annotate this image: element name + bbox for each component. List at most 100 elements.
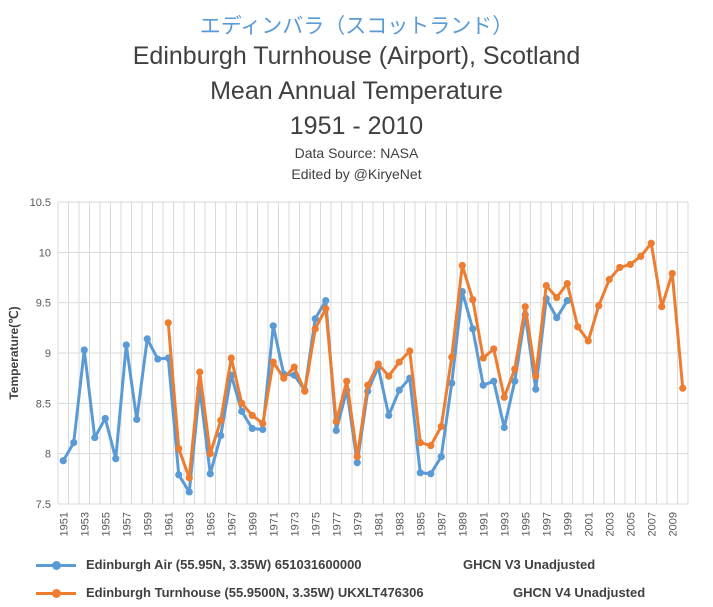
data-point bbox=[448, 379, 456, 387]
data-point bbox=[301, 387, 309, 395]
data-point bbox=[91, 433, 99, 442]
data-point bbox=[259, 419, 267, 428]
data-point bbox=[500, 423, 508, 432]
data-point bbox=[658, 303, 666, 311]
data-point bbox=[311, 325, 319, 333]
data-point bbox=[196, 368, 204, 376]
x-tick-label: 1997 bbox=[541, 512, 553, 536]
data-point bbox=[626, 260, 634, 269]
x-tick-label: 2005 bbox=[625, 512, 637, 536]
data-point bbox=[290, 363, 298, 371]
data-point bbox=[385, 411, 393, 420]
data-point bbox=[595, 302, 603, 310]
legend-marker-v3 bbox=[52, 561, 61, 570]
data-point bbox=[395, 386, 403, 394]
x-tick-label: 1953 bbox=[79, 512, 91, 536]
data-point bbox=[364, 381, 372, 389]
data-point bbox=[322, 297, 330, 305]
data-point bbox=[563, 297, 571, 305]
data-point bbox=[553, 314, 561, 322]
data-point bbox=[164, 319, 172, 327]
x-tick-label: 1965 bbox=[205, 512, 217, 536]
data-point bbox=[238, 399, 246, 407]
x-tick-label: 2001 bbox=[583, 512, 595, 536]
data-point bbox=[584, 337, 592, 345]
chart-series bbox=[59, 239, 687, 496]
x-tick-label: 1975 bbox=[310, 512, 322, 536]
y-tick-label: 8.5 bbox=[36, 398, 51, 410]
x-tick-label: 1967 bbox=[226, 512, 238, 536]
data-point bbox=[532, 385, 540, 393]
x-tick-label: 1955 bbox=[100, 512, 112, 536]
data-point bbox=[185, 474, 193, 482]
data-source-note: Data Source: NASA bbox=[294, 145, 419, 161]
data-point bbox=[269, 322, 277, 330]
legend-marker-v4 bbox=[52, 589, 61, 598]
x-tick-label: 1979 bbox=[352, 512, 364, 536]
x-tick-label: 1977 bbox=[331, 512, 343, 536]
japanese-title: エディンバラ（スコットランド） bbox=[199, 15, 514, 38]
chart-title: Edinburgh Turnhouse (Airport), Scotland bbox=[132, 42, 581, 70]
legend-label-v4: Edinburgh Turnhouse (55.9500N, 3.35W) UK… bbox=[86, 585, 424, 600]
data-point bbox=[101, 414, 109, 423]
data-point bbox=[469, 325, 477, 333]
x-tick-label: 1993 bbox=[499, 512, 511, 536]
series-v3 bbox=[59, 287, 571, 496]
data-point bbox=[511, 365, 519, 373]
data-point bbox=[248, 411, 256, 420]
data-point bbox=[427, 470, 435, 478]
data-point bbox=[175, 471, 183, 479]
y-tick-label: 10.5 bbox=[30, 197, 51, 209]
data-point bbox=[469, 296, 477, 304]
x-tick-label: 1963 bbox=[184, 512, 196, 536]
x-tick-label: 1999 bbox=[562, 512, 574, 536]
data-point bbox=[616, 263, 624, 272]
data-point bbox=[175, 445, 183, 453]
chart-grid bbox=[57, 201, 689, 505]
x-tick-label: 1951 bbox=[58, 512, 70, 536]
y-tick-label: 9.5 bbox=[36, 298, 51, 310]
x-tick-label: 1987 bbox=[436, 512, 448, 536]
data-point bbox=[280, 374, 288, 382]
chart-year-range: 1951 - 2010 bbox=[289, 112, 424, 140]
data-point bbox=[532, 372, 540, 380]
data-point bbox=[353, 459, 361, 467]
data-point bbox=[227, 354, 235, 362]
data-point bbox=[395, 358, 403, 366]
data-point bbox=[353, 453, 361, 461]
data-point bbox=[206, 450, 214, 458]
data-point bbox=[553, 294, 561, 302]
legend-label-v3: Edinburgh Air (55.95N, 3.35W) 6510316000… bbox=[86, 557, 362, 572]
y-tick-label: 10 bbox=[39, 247, 51, 259]
x-tick-label: 1969 bbox=[247, 512, 259, 536]
data-point bbox=[332, 426, 340, 435]
x-axis-tick-labels: 1951 1953 1955 1957 1959 1961 1963 1965 1967 1969… bbox=[58, 512, 679, 536]
data-point bbox=[332, 417, 340, 426]
data-point bbox=[322, 305, 330, 313]
data-point bbox=[206, 470, 214, 478]
x-tick-label: 1961 bbox=[163, 512, 175, 536]
data-point bbox=[112, 455, 120, 463]
data-point bbox=[185, 488, 193, 496]
legend-version-v3: GHCN V3 Unadjusted bbox=[463, 557, 596, 572]
data-point bbox=[217, 431, 225, 440]
data-point bbox=[647, 239, 655, 247]
data-point bbox=[343, 377, 351, 385]
data-point bbox=[521, 303, 529, 311]
x-tick-label: 1971 bbox=[268, 512, 280, 536]
data-point bbox=[406, 347, 414, 355]
data-point bbox=[311, 315, 319, 323]
data-point bbox=[668, 269, 676, 278]
x-tick-label: 1983 bbox=[394, 512, 406, 536]
series-v4 bbox=[164, 239, 687, 482]
y-tick-label: 7.5 bbox=[36, 499, 51, 511]
data-point bbox=[479, 381, 487, 389]
edited-by-note: Edited by @KiryeNet bbox=[291, 166, 422, 182]
x-tick-label: 2007 bbox=[646, 512, 658, 536]
x-tick-label: 1959 bbox=[142, 512, 154, 536]
legend-version-v4: GHCN V4 Unadjusted bbox=[513, 585, 646, 600]
data-point bbox=[437, 422, 445, 431]
data-point bbox=[563, 279, 571, 288]
data-point bbox=[416, 469, 424, 477]
data-point bbox=[679, 384, 687, 392]
